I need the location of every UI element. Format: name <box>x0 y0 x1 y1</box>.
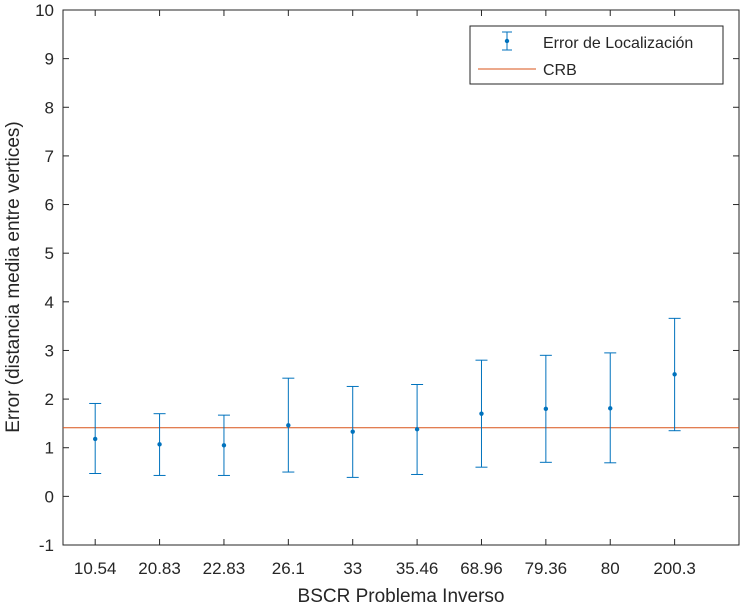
error-bar <box>89 402 102 475</box>
error-bar <box>282 377 295 473</box>
x-tick-label: 200.3 <box>653 559 696 578</box>
x-tick-label: 10.54 <box>74 559 117 578</box>
y-tick-label: 3 <box>45 341 54 360</box>
y-tick-label: -1 <box>39 536 54 555</box>
y-tick-label: 9 <box>45 50 54 69</box>
legend-label-crb: CRB <box>543 62 577 79</box>
y-tick-label: 2 <box>45 390 54 409</box>
x-tick-label: 35.46 <box>396 559 439 578</box>
error-bar <box>346 385 359 478</box>
data-point <box>479 411 484 416</box>
data-point <box>672 372 677 377</box>
data-point <box>543 406 549 412</box>
legend-point-icon <box>504 38 510 44</box>
y-tick-label: 6 <box>45 196 54 215</box>
data-point <box>350 429 355 434</box>
error-bar <box>539 354 552 463</box>
error-bar <box>411 384 424 475</box>
data-point <box>221 443 227 448</box>
data-point <box>286 423 291 428</box>
data-point <box>414 427 420 432</box>
error-bar <box>668 317 681 432</box>
data-point <box>157 442 162 447</box>
error-bar <box>217 414 230 476</box>
y-tick-label: 1 <box>45 439 54 458</box>
x-axis: 10.54 20.83 22.83 26.1 33 35.46 68.96 79.36 80 20… <box>74 10 696 578</box>
x-tick-label: 33 <box>343 559 362 578</box>
legend-label-error: Error de Localización <box>543 35 693 52</box>
error-bars <box>89 317 681 478</box>
x-tick-label: 22.83 <box>203 559 246 578</box>
error-bar <box>153 413 166 476</box>
y-tick-label: 0 <box>45 487 54 506</box>
y-tick-label: 7 <box>45 147 54 166</box>
x-tick-label: 20.83 <box>138 559 181 578</box>
legend-box <box>469 25 724 85</box>
y-tick-label: 4 <box>45 293 54 312</box>
x-tick-label: 79.36 <box>525 559 568 578</box>
x-tick-label: 80 <box>601 559 620 578</box>
error-bar <box>475 359 488 468</box>
x-tick-label: 26.1 <box>272 559 305 578</box>
y-tick-label: 8 <box>45 98 54 117</box>
legend: Error de Localización CRB <box>469 25 724 85</box>
data-point <box>608 406 613 411</box>
y-tick-label: 10 <box>35 1 54 20</box>
plot-area <box>62 9 740 546</box>
error-bar <box>604 352 617 464</box>
y-axis-label: Error (distancia media entre vertices) <box>3 121 24 433</box>
y-tick-label: 5 <box>45 244 54 263</box>
y-axis: -1 0 1 2 3 4 5 6 7 8 9 10 <box>35 1 739 555</box>
data-point <box>92 436 98 442</box>
x-tick-label: 68.96 <box>460 559 503 578</box>
x-axis-label: BSCR Problema Inverso <box>298 586 505 607</box>
